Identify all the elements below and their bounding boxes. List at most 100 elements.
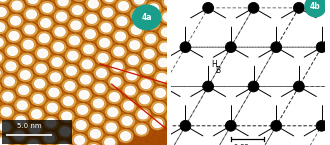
Circle shape [69, 19, 83, 32]
Circle shape [115, 15, 129, 28]
Circle shape [22, 23, 37, 36]
Circle shape [105, 58, 115, 67]
Circle shape [25, 25, 35, 34]
Circle shape [151, 54, 162, 63]
Circle shape [180, 120, 191, 131]
Circle shape [145, 17, 159, 30]
Text: H: H [212, 60, 217, 69]
Circle shape [110, 60, 125, 73]
Circle shape [159, 26, 174, 39]
Circle shape [0, 51, 4, 64]
Circle shape [2, 75, 17, 88]
Circle shape [75, 104, 90, 116]
Circle shape [48, 23, 58, 32]
Circle shape [5, 0, 15, 6]
Circle shape [56, 0, 70, 8]
Circle shape [169, 80, 183, 93]
Circle shape [164, 77, 175, 87]
Circle shape [8, 14, 23, 27]
Circle shape [180, 42, 191, 53]
Circle shape [23, 40, 33, 49]
Circle shape [99, 21, 114, 34]
Circle shape [92, 34, 103, 43]
Circle shape [19, 5, 30, 15]
Circle shape [97, 134, 108, 143]
Circle shape [29, 108, 44, 120]
Circle shape [35, 79, 45, 88]
Circle shape [162, 0, 177, 8]
Circle shape [41, 19, 51, 27]
Circle shape [4, 77, 15, 86]
Circle shape [7, 127, 17, 136]
Circle shape [168, 32, 179, 41]
Circle shape [113, 127, 124, 136]
Circle shape [127, 39, 142, 51]
Circle shape [141, 0, 152, 9]
Circle shape [161, 28, 172, 37]
Circle shape [80, 58, 94, 71]
Circle shape [129, 24, 144, 36]
Circle shape [38, 114, 49, 123]
Circle shape [293, 55, 304, 66]
Circle shape [98, 54, 108, 62]
Circle shape [121, 99, 136, 112]
Circle shape [94, 19, 104, 28]
Circle shape [68, 51, 78, 60]
Circle shape [305, 0, 326, 17]
Circle shape [109, 93, 119, 101]
Circle shape [122, 117, 132, 125]
Circle shape [4, 60, 18, 73]
Circle shape [166, 110, 181, 123]
Circle shape [87, 15, 97, 23]
Circle shape [8, 112, 19, 121]
Circle shape [148, 84, 158, 93]
Circle shape [147, 99, 157, 108]
Circle shape [22, 120, 33, 129]
Circle shape [60, 127, 70, 136]
Circle shape [114, 47, 124, 56]
Circle shape [248, 55, 259, 66]
Circle shape [168, 113, 178, 121]
Circle shape [86, 95, 97, 104]
Circle shape [115, 112, 125, 121]
Circle shape [53, 123, 63, 132]
Text: 4b: 4b [310, 2, 321, 11]
Circle shape [128, 56, 138, 65]
Circle shape [3, 92, 13, 101]
Circle shape [162, 93, 173, 102]
Circle shape [21, 135, 32, 145]
Circle shape [26, 10, 36, 19]
Circle shape [47, 86, 61, 99]
Circle shape [35, 0, 46, 8]
Circle shape [16, 116, 26, 125]
Circle shape [70, 4, 85, 17]
Circle shape [72, 0, 86, 1]
Circle shape [59, 142, 69, 145]
Circle shape [56, 92, 66, 101]
Circle shape [75, 136, 84, 145]
Circle shape [180, 94, 191, 105]
Circle shape [147, 19, 157, 28]
Circle shape [123, 84, 138, 97]
Circle shape [54, 107, 65, 117]
Circle shape [21, 38, 36, 51]
Circle shape [38, 17, 53, 29]
Circle shape [84, 110, 95, 119]
Circle shape [136, 108, 150, 121]
Circle shape [138, 110, 148, 119]
Circle shape [154, 71, 169, 84]
Circle shape [174, 52, 184, 60]
Circle shape [54, 10, 69, 23]
Circle shape [316, 16, 327, 26]
Circle shape [13, 66, 23, 75]
Circle shape [36, 64, 46, 73]
Circle shape [11, 16, 20, 25]
Circle shape [42, 84, 52, 93]
Circle shape [271, 16, 281, 26]
Circle shape [16, 36, 26, 45]
Circle shape [2, 27, 12, 36]
Circle shape [37, 32, 51, 45]
Circle shape [109, 76, 123, 88]
Circle shape [78, 73, 93, 86]
Circle shape [38, 49, 48, 58]
